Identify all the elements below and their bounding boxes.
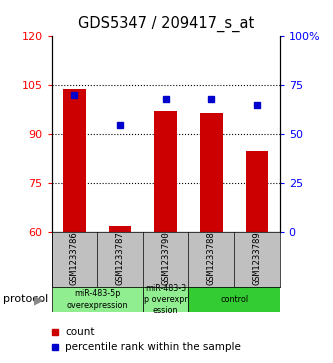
Bar <box>52 287 143 312</box>
Text: count: count <box>65 327 95 337</box>
Text: GSM1233789: GSM1233789 <box>252 232 261 285</box>
Bar <box>200 113 223 232</box>
Text: GSM1233787: GSM1233787 <box>116 232 125 285</box>
Text: GDS5347 / 209417_s_at: GDS5347 / 209417_s_at <box>78 16 255 32</box>
Bar <box>154 111 177 232</box>
Bar <box>245 151 268 232</box>
Text: GSM1233786: GSM1233786 <box>70 232 79 285</box>
Text: GSM1233788: GSM1233788 <box>207 232 216 285</box>
Bar <box>63 89 86 232</box>
Text: control: control <box>220 295 248 304</box>
Bar <box>143 287 188 312</box>
Text: miR-483-3
p overexpr
ession: miR-483-3 p overexpr ession <box>144 284 187 315</box>
Text: GSM1233790: GSM1233790 <box>161 232 170 285</box>
Text: percentile rank within the sample: percentile rank within the sample <box>65 342 241 352</box>
Text: miR-483-5p
overexpression: miR-483-5p overexpression <box>67 289 128 310</box>
Text: ▶: ▶ <box>34 293 43 306</box>
Bar <box>188 287 280 312</box>
Bar <box>109 226 132 232</box>
Text: protocol: protocol <box>3 294 49 305</box>
